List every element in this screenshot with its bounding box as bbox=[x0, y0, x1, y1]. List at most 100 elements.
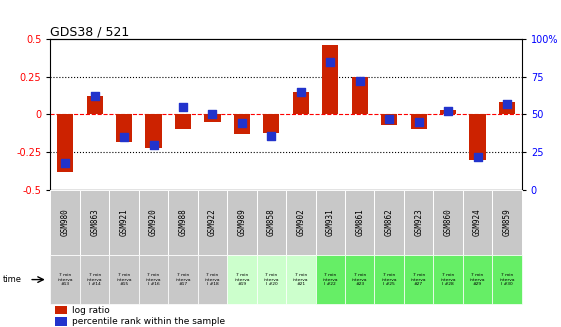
Bar bbox=[499, 102, 515, 114]
Text: GSM988: GSM988 bbox=[178, 209, 187, 236]
Text: GSM923: GSM923 bbox=[414, 209, 423, 236]
Bar bbox=[433, 190, 463, 255]
Bar bbox=[352, 77, 368, 114]
Bar bbox=[57, 114, 73, 172]
Text: 7 min
interva
#21: 7 min interva #21 bbox=[293, 273, 309, 286]
Text: 7 min
interva
l #20: 7 min interva l #20 bbox=[264, 273, 279, 286]
Bar bbox=[50, 255, 80, 304]
Bar bbox=[404, 255, 433, 304]
Bar bbox=[227, 190, 257, 255]
Text: 7 min
interva
#19: 7 min interva #19 bbox=[234, 273, 250, 286]
Point bbox=[503, 101, 512, 107]
Bar bbox=[168, 190, 197, 255]
Bar bbox=[322, 45, 338, 114]
Text: GSM860: GSM860 bbox=[444, 209, 453, 236]
Text: 7 min
interva
#29: 7 min interva #29 bbox=[470, 273, 485, 286]
Bar bbox=[234, 114, 250, 134]
Point bbox=[355, 79, 364, 84]
Point bbox=[178, 104, 187, 110]
Bar bbox=[404, 190, 433, 255]
Text: GSM931: GSM931 bbox=[326, 209, 335, 236]
Bar bbox=[375, 190, 404, 255]
Bar bbox=[315, 190, 345, 255]
Bar bbox=[86, 96, 103, 114]
Point bbox=[149, 142, 158, 147]
Point bbox=[326, 59, 335, 64]
Bar bbox=[463, 255, 493, 304]
Text: GSM902: GSM902 bbox=[296, 209, 305, 236]
Text: GSM920: GSM920 bbox=[149, 209, 158, 236]
Bar bbox=[227, 255, 257, 304]
Text: GSM858: GSM858 bbox=[267, 209, 276, 236]
Bar bbox=[263, 114, 279, 132]
Bar bbox=[197, 255, 227, 304]
Bar bbox=[139, 255, 168, 304]
Text: 7 min
interva
l #28: 7 min interva l #28 bbox=[440, 273, 456, 286]
Bar bbox=[493, 255, 522, 304]
Bar bbox=[257, 190, 286, 255]
Bar bbox=[345, 190, 374, 255]
Text: 7 min
interva
l #18: 7 min interva l #18 bbox=[205, 273, 220, 286]
Bar bbox=[493, 190, 522, 255]
Bar bbox=[315, 255, 345, 304]
Point bbox=[296, 89, 305, 95]
Point bbox=[473, 154, 482, 159]
Text: 7 min
interva
#23: 7 min interva #23 bbox=[352, 273, 367, 286]
Bar bbox=[470, 114, 486, 160]
Text: GSM861: GSM861 bbox=[355, 209, 364, 236]
Text: 7 min
interva
l #30: 7 min interva l #30 bbox=[499, 273, 515, 286]
Bar bbox=[55, 306, 67, 315]
Text: 7 min
interva
l #25: 7 min interva l #25 bbox=[381, 273, 397, 286]
Text: GSM921: GSM921 bbox=[119, 209, 128, 236]
Bar bbox=[80, 190, 109, 255]
Text: GDS38 / 521: GDS38 / 521 bbox=[50, 25, 130, 38]
Point bbox=[237, 121, 246, 126]
Bar bbox=[433, 255, 463, 304]
Text: 7 min
interva
#27: 7 min interva #27 bbox=[411, 273, 426, 286]
Text: 7 min
interva
#17: 7 min interva #17 bbox=[175, 273, 191, 286]
Point bbox=[208, 112, 217, 117]
Text: 7 min
interva
l #14: 7 min interva l #14 bbox=[87, 273, 103, 286]
Text: GSM980: GSM980 bbox=[61, 209, 70, 236]
Point bbox=[414, 119, 423, 125]
Bar bbox=[197, 190, 227, 255]
Text: log ratio: log ratio bbox=[72, 305, 109, 315]
Bar bbox=[286, 190, 315, 255]
Point bbox=[90, 94, 99, 99]
Bar bbox=[50, 190, 80, 255]
Bar bbox=[109, 255, 139, 304]
Point bbox=[385, 116, 394, 122]
Bar bbox=[257, 255, 286, 304]
Bar bbox=[55, 317, 67, 326]
Text: GSM924: GSM924 bbox=[473, 209, 482, 236]
Bar bbox=[411, 114, 427, 129]
Bar bbox=[109, 190, 139, 255]
Bar bbox=[286, 255, 315, 304]
Bar bbox=[381, 114, 397, 125]
Text: 7 min
interva
l #16: 7 min interva l #16 bbox=[146, 273, 162, 286]
Text: time: time bbox=[3, 275, 22, 284]
Text: 7 min
interva
#13: 7 min interva #13 bbox=[57, 273, 73, 286]
Bar bbox=[293, 92, 309, 114]
Bar bbox=[204, 114, 220, 122]
Bar bbox=[145, 114, 162, 147]
Bar bbox=[175, 114, 191, 129]
Text: 7 min
interva
#15: 7 min interva #15 bbox=[116, 273, 132, 286]
Point bbox=[119, 134, 128, 140]
Text: GSM922: GSM922 bbox=[208, 209, 217, 236]
Bar bbox=[345, 255, 374, 304]
Bar bbox=[80, 255, 109, 304]
Text: GSM989: GSM989 bbox=[237, 209, 246, 236]
Point bbox=[444, 109, 453, 114]
Bar bbox=[375, 255, 404, 304]
Bar bbox=[116, 114, 132, 142]
Text: GSM859: GSM859 bbox=[503, 209, 512, 236]
Bar bbox=[139, 190, 168, 255]
Point bbox=[61, 160, 70, 165]
Bar bbox=[440, 110, 456, 114]
Text: GSM862: GSM862 bbox=[385, 209, 394, 236]
Bar bbox=[463, 190, 493, 255]
Point bbox=[267, 133, 276, 138]
Text: GSM863: GSM863 bbox=[90, 209, 99, 236]
Text: percentile rank within the sample: percentile rank within the sample bbox=[72, 317, 225, 326]
